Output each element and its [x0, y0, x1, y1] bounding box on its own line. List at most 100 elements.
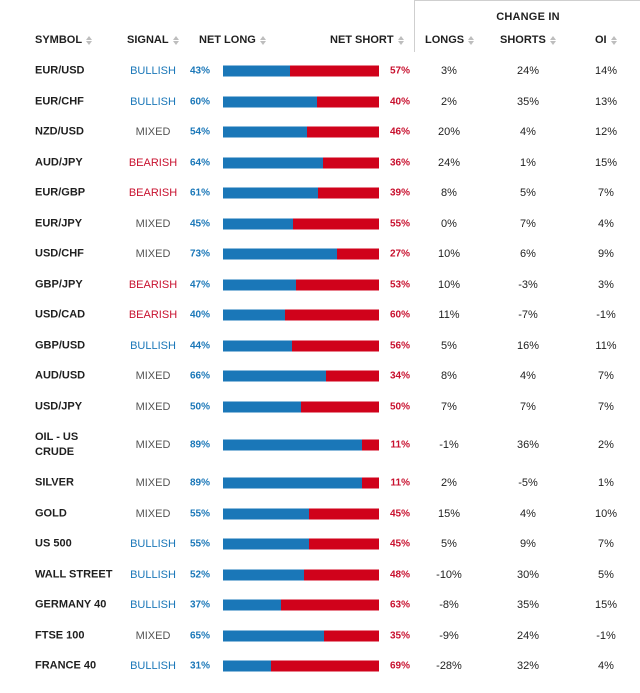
table-row[interactable]: GBP/USD BULLISH 44% 56% 5% 16% 11% [0, 331, 640, 362]
long-short-ratio-bar [223, 126, 379, 138]
table-row[interactable]: NZD/USD MIXED 54% 46% 20% 4% 12% [0, 117, 640, 148]
symbol-cell[interactable]: GBP/JPY [35, 278, 83, 291]
shorts-change-cell: 4% [520, 370, 536, 383]
symbol-cell[interactable]: EUR/JPY [35, 217, 83, 230]
long-short-ratio-bar [223, 218, 379, 230]
table-row[interactable]: EUR/JPY MIXED 45% 55% 0% 7% 4% [0, 209, 640, 240]
symbol-cell[interactable]: FRANCE 40 [35, 659, 97, 672]
table-row[interactable]: AUD/JPY BEARISH 64% 36% 24% 1% 15% [0, 148, 640, 179]
symbol-cell[interactable]: SILVER [35, 476, 74, 489]
long-short-ratio-bar [223, 569, 379, 581]
symbol-cell[interactable]: EUR/GBP [35, 186, 86, 199]
shorts-change-cell: 9% [520, 538, 536, 551]
table-row[interactable]: GBP/JPY BEARISH 47% 53% 10% -3% 3% [0, 270, 640, 301]
longs-change-cell: 8% [441, 370, 457, 383]
long-fill [223, 218, 294, 230]
net-long-column-header[interactable]: NET LONG [199, 34, 267, 46]
table-row[interactable]: GOLD MIXED 55% 45% 15% 4% 10% [0, 499, 640, 530]
table-row[interactable]: AUD/USD MIXED 66% 34% 8% 4% 7% [0, 361, 640, 392]
longs-change-cell: -10% [436, 568, 462, 581]
symbol-cell[interactable]: NZD/USD [35, 125, 84, 138]
symbol-cell[interactable]: GERMANY 40 [35, 598, 107, 611]
oi-change-cell: 11% [595, 339, 617, 352]
long-fill [223, 538, 309, 550]
net-short-cell: 40% [389, 96, 410, 108]
longs-change-cell: 5% [441, 339, 457, 352]
symbol-cell[interactable]: AUD/USD [35, 369, 86, 382]
table-row[interactable]: OIL - US CRUDE MIXED 89% 11% -1% 36% 2% [0, 422, 640, 468]
net-short-cell: 34% [389, 370, 410, 382]
shorts-change-cell: 16% [516, 339, 540, 352]
shorts-column-header[interactable]: SHORTS [500, 34, 557, 46]
table-row[interactable]: EUR/USD BULLISH 43% 57% 3% 24% 14% [0, 56, 640, 87]
signal-cell: MIXED [135, 629, 171, 642]
symbol-cell[interactable]: EUR/CHF [35, 95, 84, 108]
symbol-column-header[interactable]: SYMBOL [35, 34, 93, 46]
table-row[interactable]: USD/CAD BEARISH 40% 60% 11% -7% -1% [0, 300, 640, 331]
net-long-cell: 43% [190, 65, 211, 77]
oi-column-header[interactable]: OI [595, 34, 618, 46]
longs-column-header[interactable]: LONGS [425, 34, 475, 46]
net-short-column-header[interactable]: NET SHORT [330, 34, 405, 46]
oi-change-cell: 2% [598, 439, 614, 451]
table-header: SYMBOL SIGNAL NET LONG NET SHORT LONGS S… [0, 26, 640, 52]
shorts-change-cell: 24% [516, 629, 540, 642]
symbol-cell[interactable]: EUR/USD [35, 64, 85, 77]
signal-cell: BEARISH [128, 156, 178, 169]
sort-icon[interactable] [549, 35, 557, 45]
table-row[interactable]: EUR/GBP BEARISH 61% 39% 8% 5% 7% [0, 178, 640, 209]
table-row[interactable]: USD/CHF MIXED 73% 27% 10% 6% 9% [0, 239, 640, 270]
longs-change-cell: 5% [441, 538, 457, 551]
net-long-cell: 61% [190, 187, 211, 199]
table-row[interactable]: SILVER MIXED 89% 11% 2% -5% 1% [0, 468, 640, 499]
symbol-cell[interactable]: AUD/JPY [35, 156, 83, 169]
shorts-change-cell: -3% [518, 278, 538, 291]
long-fill [223, 340, 292, 352]
table-row[interactable]: FRANCE 40 BULLISH 31% 69% -28% 32% 4% [0, 651, 640, 682]
sort-icon[interactable] [172, 35, 180, 45]
shorts-change-cell: 35% [516, 599, 540, 612]
symbol-cell[interactable]: GBP/USD [35, 339, 86, 352]
table-row[interactable]: USD/JPY MIXED 50% 50% 7% 7% 7% [0, 392, 640, 423]
signal-cell: BEARISH [128, 187, 178, 200]
symbol-cell[interactable]: GOLD [35, 507, 67, 520]
signal-cell: BEARISH [128, 309, 178, 322]
change-in-header: CHANGE IN [414, 0, 640, 27]
symbol-cell[interactable]: WALL STREET [35, 568, 113, 581]
sort-icon[interactable] [397, 35, 405, 45]
table-row[interactable]: WALL STREET BULLISH 52% 48% -10% 30% 5% [0, 560, 640, 591]
longs-change-cell: -9% [439, 629, 459, 642]
long-short-ratio-bar [223, 538, 379, 550]
long-fill [223, 599, 281, 611]
symbol-cell[interactable]: OIL - US CRUDE [35, 431, 79, 458]
net-long-cell: 66% [190, 370, 211, 382]
signal-cell: MIXED [135, 248, 171, 261]
signal-cell: MIXED [135, 477, 171, 490]
long-short-ratio-bar [223, 630, 379, 642]
net-long-cell: 45% [190, 218, 211, 230]
symbol-cell[interactable]: USD/JPY [35, 400, 83, 413]
shorts-change-cell: 30% [516, 568, 540, 581]
net-short-cell: 46% [389, 126, 410, 138]
shorts-change-cell: 4% [520, 126, 536, 139]
long-fill [223, 370, 326, 382]
shorts-change-cell: 36% [516, 439, 540, 451]
symbol-cell[interactable]: FTSE 100 [35, 629, 85, 642]
sort-icon[interactable] [468, 35, 475, 45]
signal-cell: BULLISH [130, 95, 176, 108]
table-row[interactable]: FTSE 100 MIXED 65% 35% -9% 24% -1% [0, 621, 640, 652]
net-long-cell: 89% [190, 477, 211, 489]
sort-icon[interactable] [86, 35, 93, 45]
table-row[interactable]: US 500 BULLISH 55% 45% 5% 9% 7% [0, 529, 640, 560]
long-short-ratio-bar [223, 660, 379, 672]
sort-icon[interactable] [259, 35, 267, 45]
sort-icon[interactable] [610, 35, 618, 45]
table-row[interactable]: EUR/CHF BULLISH 60% 40% 2% 35% 13% [0, 87, 640, 118]
table-row[interactable]: GERMANY 40 BULLISH 37% 63% -8% 35% 15% [0, 590, 640, 621]
symbol-cell[interactable]: US 500 [35, 537, 72, 550]
long-fill [223, 401, 301, 413]
symbol-cell[interactable]: USD/CAD [35, 308, 86, 321]
signal-column-header[interactable]: SIGNAL [127, 34, 180, 46]
symbol-cell[interactable]: USD/CHF [35, 247, 84, 260]
longs-change-cell: 2% [441, 95, 457, 108]
